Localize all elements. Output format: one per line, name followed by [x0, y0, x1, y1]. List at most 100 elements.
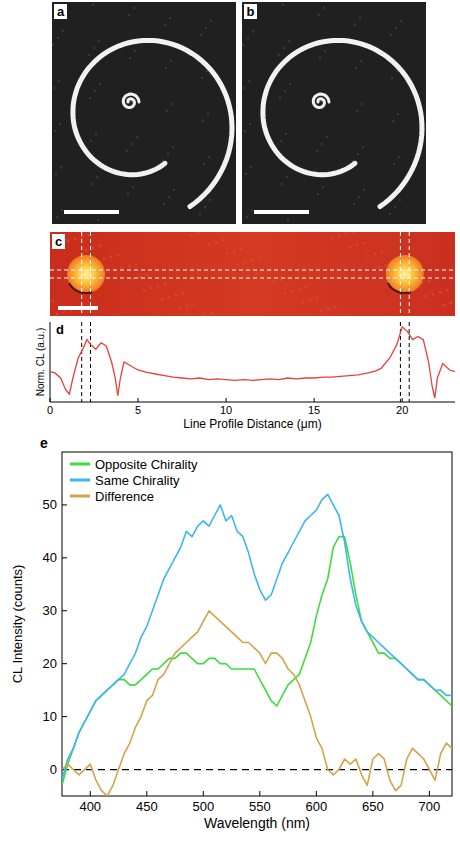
scale-bar [58, 306, 98, 310]
texture-dot [199, 213, 201, 215]
texture-dot [425, 295, 428, 298]
texture-dot [211, 312, 214, 315]
texture-dot [93, 47, 95, 49]
panel-letter: e [40, 435, 48, 451]
texture-dot [210, 20, 212, 22]
texture-dot [246, 216, 248, 218]
texture-dot [193, 303, 196, 306]
texture-dot [397, 113, 399, 115]
texture-dot [161, 298, 164, 301]
texture-dot [320, 310, 323, 313]
panel-letter-bg [244, 4, 257, 19]
inner-spiral [313, 94, 329, 107]
marker-line [400, 232, 401, 316]
texture-dot [361, 103, 363, 105]
texture-dot [446, 289, 449, 292]
texture-dot [439, 291, 442, 294]
texture-dot [157, 285, 160, 288]
texture-dot [356, 110, 358, 112]
x-tick [429, 791, 430, 796]
texture-dot [363, 189, 365, 191]
panel-letter: a [57, 4, 65, 19]
texture-dot [88, 54, 90, 56]
texture-dot [284, 292, 287, 295]
texture-dot [281, 183, 283, 185]
texture-dot [85, 249, 88, 252]
texture-dot [327, 308, 330, 311]
texture-dot [172, 146, 174, 148]
texture-dot [215, 241, 218, 244]
texture-dot [53, 87, 55, 89]
texture-dot [164, 24, 166, 26]
y-tick [62, 504, 67, 505]
texture-dot [283, 47, 285, 49]
marker-line [90, 232, 91, 316]
texture-dot [90, 140, 92, 142]
spiral [73, 40, 232, 206]
y-tick [62, 557, 67, 558]
texture-dot [345, 233, 348, 236]
texture-dot [168, 196, 170, 198]
texture-dot [385, 264, 388, 267]
texture-dot [252, 30, 254, 32]
texture-dot [280, 140, 282, 142]
texture-dot [134, 50, 136, 52]
texture-dot [249, 123, 251, 125]
texture-dot [280, 279, 283, 282]
x-tick [138, 398, 139, 402]
x-tick-label: 500 [192, 799, 214, 814]
texture-dot [204, 314, 207, 317]
x-axis-title: Wavelength (nm) [204, 815, 310, 831]
texture-dot [208, 243, 211, 246]
texture-dot [128, 265, 131, 268]
texture-dot [242, 44, 244, 46]
x-tick-label: 600 [305, 799, 327, 814]
texture-dot [321, 143, 323, 145]
x-tick [314, 398, 315, 402]
texture-dot [244, 261, 247, 264]
texture-dot [338, 235, 341, 238]
y-axis-title: CL Intensity (counts) [10, 565, 25, 684]
texture-dot [394, 206, 396, 208]
panel-letter: d [56, 322, 64, 337]
x-tick-label: 10 [220, 404, 232, 416]
x-tick-label: 400 [79, 799, 101, 814]
texture-dot [393, 163, 395, 165]
texture-dot [128, 14, 130, 16]
x-tick-label: 650 [362, 799, 384, 814]
texture-dot [240, 248, 243, 251]
texture-dot [237, 263, 240, 266]
texture-dot [284, 90, 286, 92]
texture-dot [378, 266, 381, 269]
texture-dot [135, 263, 138, 266]
x-tick-label: 700 [419, 799, 441, 814]
texture-dot [428, 280, 431, 283]
x-axis-title: Line Profile Distance (μm) [183, 417, 321, 431]
texture-dot [164, 283, 167, 286]
spectrum-line [62, 494, 452, 780]
legend-label: Difference [95, 489, 154, 504]
texture-dot [74, 238, 77, 241]
y-tick [62, 610, 67, 611]
texture-dot [282, 4, 284, 6]
image-background [242, 2, 426, 224]
marker-line [81, 232, 82, 316]
texture-dot [363, 242, 366, 245]
texture-dot [126, 150, 128, 152]
plot-area [50, 322, 455, 402]
texture-dot [245, 173, 247, 175]
x-tick [372, 791, 373, 796]
x-tick-label: 20 [396, 404, 408, 416]
spectrum-line [62, 537, 452, 786]
texture-dot [317, 193, 319, 195]
y-tick [62, 716, 67, 717]
texture-dot [390, 34, 392, 36]
spot-rim [388, 283, 411, 293]
texture-dot [121, 267, 124, 270]
texture-dot [367, 255, 370, 258]
texture-dot [205, 27, 207, 29]
spectrum-line [62, 611, 452, 796]
y-tick [62, 663, 67, 664]
texture-dot [169, 17, 171, 19]
y-tick-label: 20 [43, 656, 57, 671]
